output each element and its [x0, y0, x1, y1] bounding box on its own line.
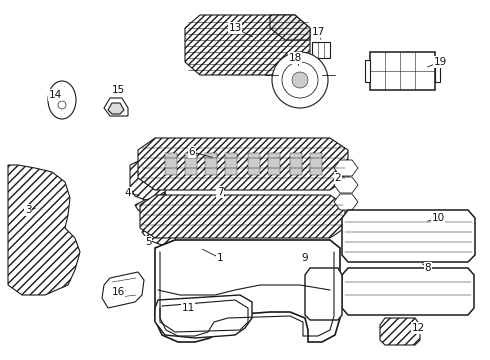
Text: 9: 9: [302, 253, 308, 263]
Polygon shape: [185, 15, 310, 75]
Polygon shape: [225, 153, 237, 175]
Text: 15: 15: [111, 85, 124, 95]
Polygon shape: [435, 60, 440, 82]
Polygon shape: [130, 158, 172, 200]
Text: 12: 12: [412, 323, 425, 333]
Text: 14: 14: [49, 90, 62, 100]
Polygon shape: [334, 177, 358, 193]
Text: 19: 19: [433, 57, 446, 67]
Text: 1: 1: [217, 253, 223, 263]
Polygon shape: [248, 153, 260, 175]
Polygon shape: [135, 192, 170, 215]
Text: 16: 16: [111, 287, 124, 297]
Polygon shape: [310, 153, 322, 175]
Polygon shape: [185, 153, 197, 175]
Text: 6: 6: [189, 147, 196, 157]
Text: 17: 17: [311, 27, 325, 37]
Polygon shape: [370, 52, 435, 90]
Polygon shape: [138, 138, 348, 190]
Polygon shape: [142, 222, 178, 245]
Polygon shape: [108, 103, 124, 114]
Polygon shape: [268, 153, 280, 175]
Polygon shape: [365, 60, 370, 82]
Circle shape: [292, 72, 308, 88]
Text: 13: 13: [228, 23, 242, 33]
Circle shape: [272, 52, 328, 108]
Text: 4: 4: [124, 188, 131, 198]
Text: 8: 8: [425, 263, 431, 273]
Text: 7: 7: [217, 187, 223, 197]
Polygon shape: [380, 318, 420, 345]
Polygon shape: [305, 268, 342, 320]
Text: 18: 18: [289, 53, 302, 63]
Polygon shape: [165, 153, 177, 175]
Polygon shape: [334, 194, 358, 210]
Text: 3: 3: [24, 205, 31, 215]
Polygon shape: [104, 98, 128, 116]
Polygon shape: [140, 195, 345, 238]
Polygon shape: [155, 240, 340, 342]
Polygon shape: [102, 272, 144, 308]
Polygon shape: [334, 160, 358, 176]
Polygon shape: [290, 153, 302, 175]
Polygon shape: [312, 42, 330, 58]
Polygon shape: [205, 153, 217, 175]
Circle shape: [282, 62, 318, 98]
Text: 10: 10: [431, 213, 444, 223]
Polygon shape: [8, 165, 80, 295]
Text: 11: 11: [181, 303, 195, 313]
Text: 5: 5: [145, 237, 151, 247]
Text: 2: 2: [335, 173, 342, 183]
Polygon shape: [155, 295, 252, 338]
Circle shape: [58, 101, 66, 109]
Polygon shape: [270, 15, 310, 40]
Ellipse shape: [48, 81, 76, 119]
Polygon shape: [342, 210, 475, 262]
Polygon shape: [342, 268, 474, 315]
